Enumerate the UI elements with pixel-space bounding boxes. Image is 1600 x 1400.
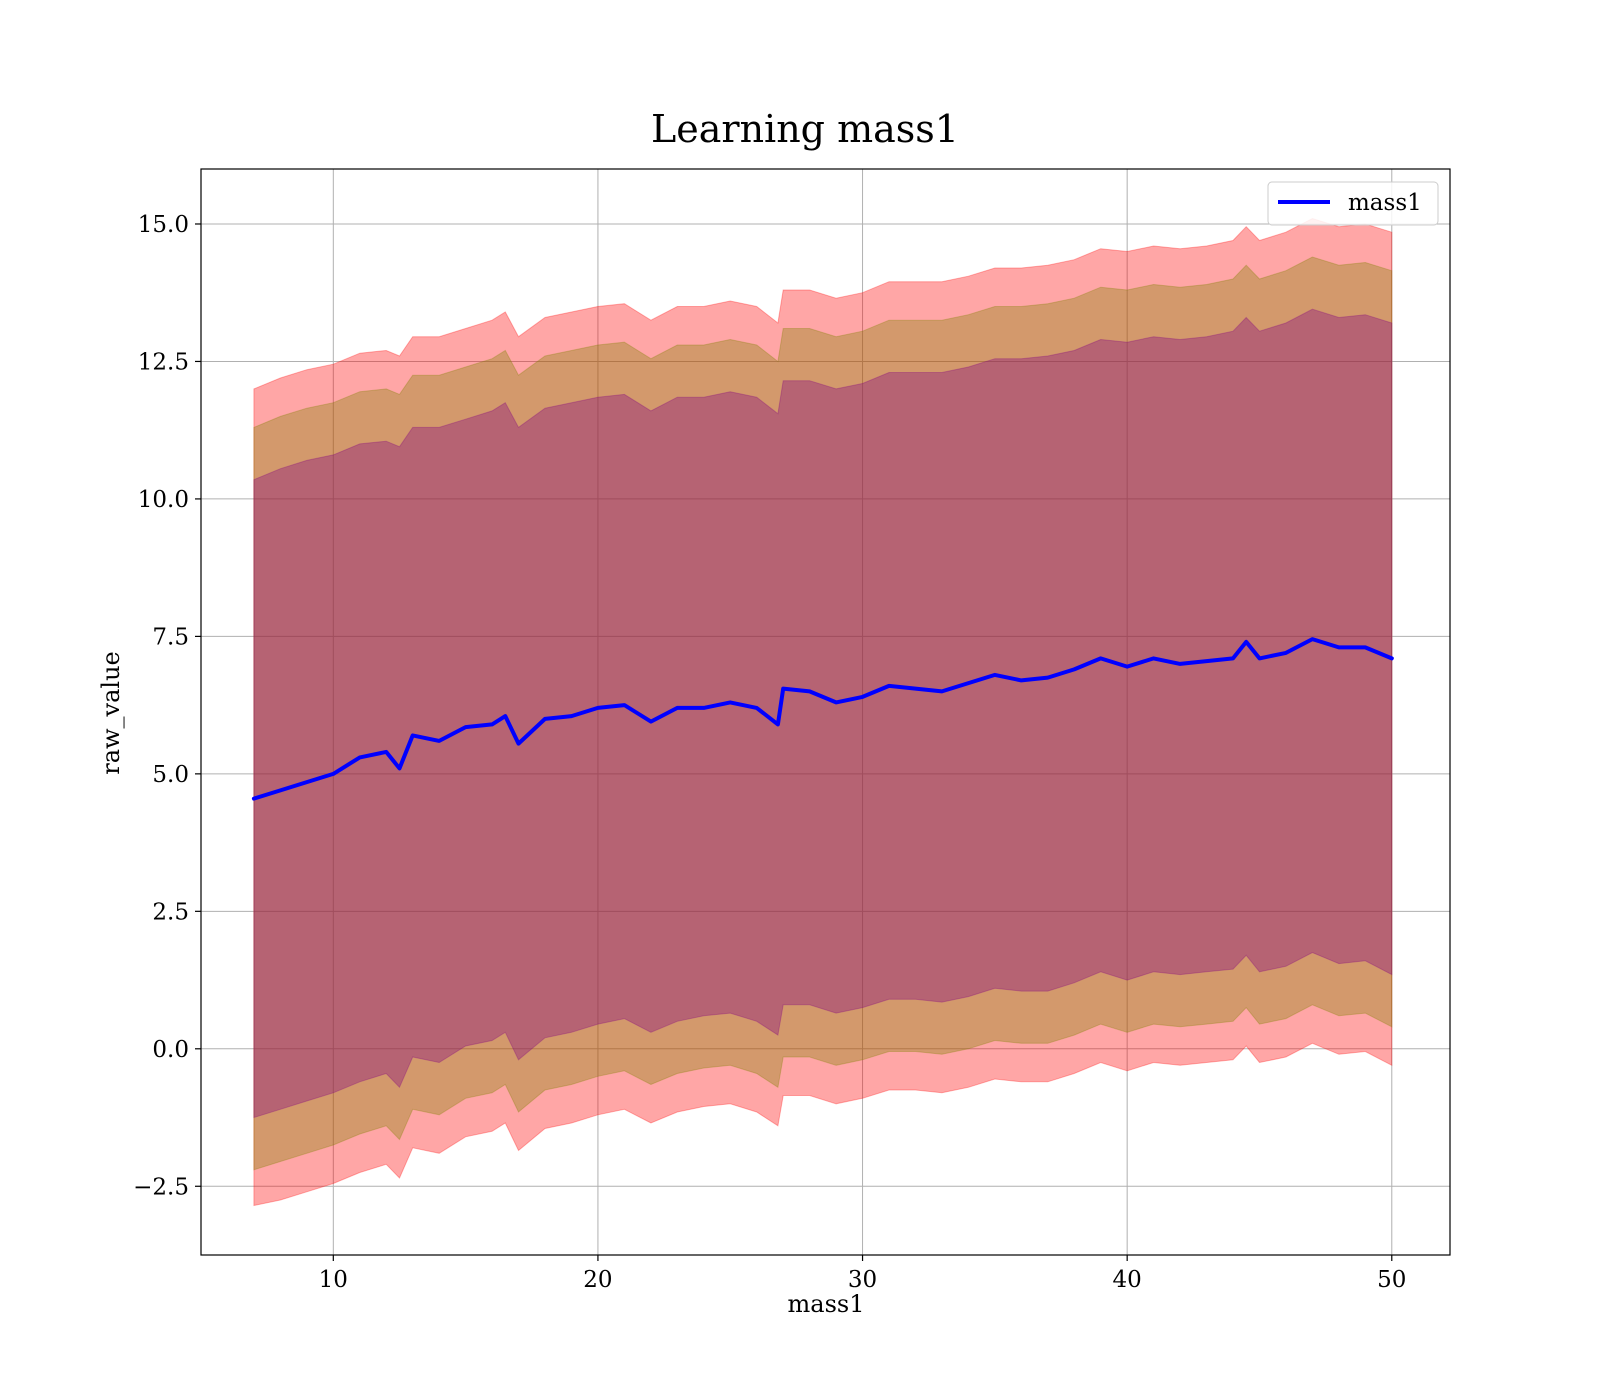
confidence-band-1 bbox=[253, 256, 1393, 1171]
grid bbox=[201, 169, 1450, 1255]
legend-box bbox=[1267, 181, 1439, 226]
confidence-band-0 bbox=[253, 217, 1393, 1207]
y-tick-label-1: 0.0 bbox=[152, 1037, 189, 1063]
x-tick-label-2: 30 bbox=[848, 1267, 877, 1293]
y-axis-ticks: −2.5 0.0 2.5 5.0 7.5 10.0 12.5 15.0 bbox=[133, 212, 201, 1200]
x-tick-label-0: 10 bbox=[319, 1267, 348, 1293]
plot-area-frame bbox=[200, 168, 1451, 1256]
y-tick-label-0: −2.5 bbox=[133, 1174, 189, 1200]
series-line-0 bbox=[251, 637, 1394, 801]
y-tick-label-5: 10.0 bbox=[138, 487, 189, 513]
x-tick-label-4: 50 bbox=[1377, 1267, 1406, 1293]
x-tick-label-3: 40 bbox=[1113, 1267, 1142, 1293]
chart-title: Learning mass1 bbox=[651, 107, 959, 151]
y-tick-label-6: 12.5 bbox=[138, 349, 189, 375]
legend: mass1 bbox=[1267, 181, 1439, 226]
x-tick-label-1: 20 bbox=[583, 1267, 612, 1293]
legend-label: mass1 bbox=[1348, 190, 1422, 216]
y-tick-label-7: 15.0 bbox=[138, 212, 189, 238]
series-lines bbox=[251, 637, 1394, 801]
confidence-band-2 bbox=[253, 308, 1393, 1119]
confidence-bands bbox=[253, 217, 1393, 1207]
y-tick-label-2: 2.5 bbox=[152, 899, 189, 925]
x-axis-ticks: 10 20 30 40 50 bbox=[319, 1255, 1406, 1293]
y-tick-label-3: 5.0 bbox=[152, 762, 189, 788]
y-axis-label: raw_value bbox=[97, 651, 125, 775]
x-axis-label: mass1 bbox=[788, 1290, 865, 1318]
y-tick-label-4: 7.5 bbox=[152, 624, 189, 650]
